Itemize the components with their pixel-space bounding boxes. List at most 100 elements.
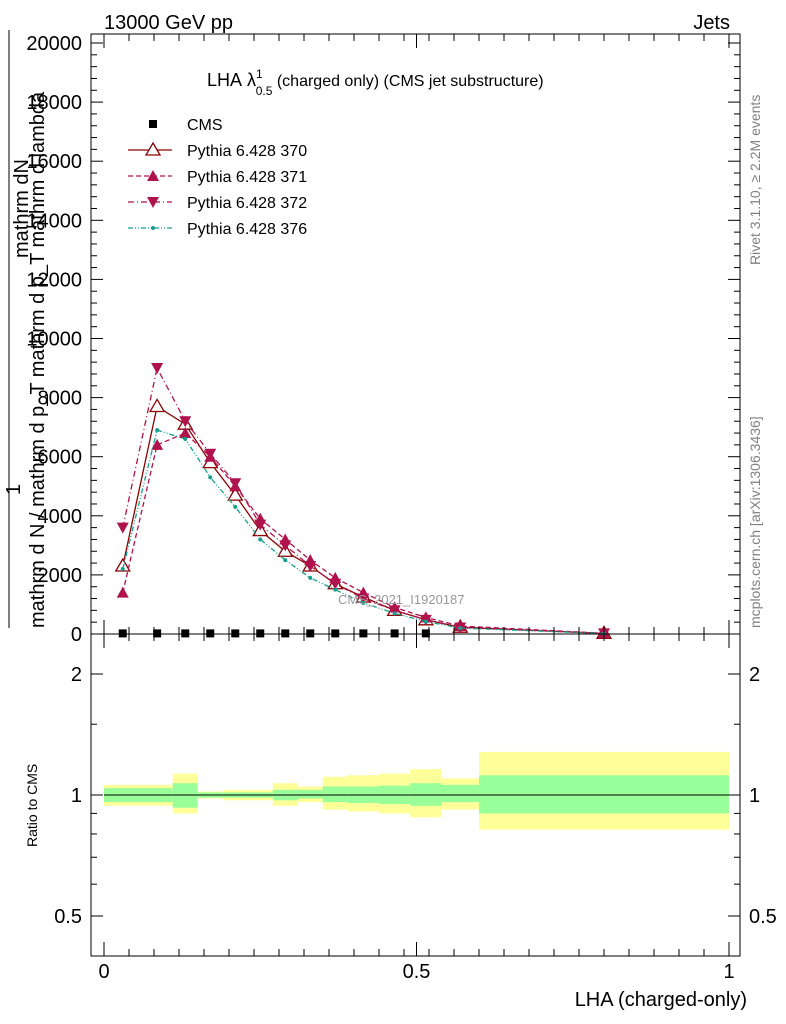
ratio-panel: 0.5 0.51 12 2 0 0.5 1 Ratio to CMS LHA (charg…: [24, 633, 777, 1011]
ratio-y-tick-label-right: 2: [749, 664, 760, 686]
pythia-372-point: [329, 578, 342, 590]
title-main: LHA: [207, 70, 242, 90]
pythia-370-point: [148, 398, 166, 413]
ratio-y-tick-label: 1: [71, 785, 82, 807]
pythia-376-point: [120, 566, 125, 571]
ratio-y-tick-label-right: 1: [749, 785, 760, 807]
main-y-tick-label: 0: [71, 624, 82, 646]
main-y-axis: 0 2000 4000 6000 8000 10000 12000 14000 16000 180…: [26, 33, 740, 646]
cms-data-point: [118, 629, 127, 638]
cms-data-point: [390, 629, 399, 638]
ratio-x-tick-label: 1: [723, 961, 734, 983]
main-y-tick-label: 4000: [38, 506, 83, 528]
header-left: 13000 GeV pp: [104, 12, 233, 34]
cms-data-point: [359, 629, 368, 638]
ratio-x-tick-label: 0.5: [403, 961, 431, 983]
pythia-370-point: [114, 557, 131, 572]
pythia-376-point: [151, 226, 155, 230]
pythia-376-point: [333, 587, 338, 592]
pythia-371-point: [179, 427, 192, 439]
cms-data-point: [281, 629, 290, 638]
plot-title: LHA λ1 0.5 (charged only) (CMS jet substru…: [207, 67, 544, 98]
pythia-376-point: [423, 619, 428, 624]
pythia-372-point: [304, 561, 317, 573]
main-y-tick-label: 2000: [38, 565, 83, 587]
cms-data-point: [421, 629, 430, 638]
ratio-inner-band: [322, 786, 348, 803]
pythia-372-point: [279, 540, 292, 552]
y-label-top: mathrm dN: [11, 159, 33, 258]
main-y-tick-label: 8000: [38, 388, 83, 410]
pythia-372-point: [254, 519, 267, 531]
main-y-tick-label: 10000: [26, 329, 82, 351]
pythia-376-point: [458, 626, 463, 631]
pythia-376-point: [183, 436, 188, 441]
mcplots-label: mcplots.cern.ch [arXiv:1306.3436]: [747, 416, 763, 628]
main-y-tick-label: 6000: [38, 447, 83, 469]
series-line-3: [122, 366, 605, 635]
cms-data-point: [331, 629, 340, 638]
main-y-tick-label: 18000: [26, 92, 82, 114]
ratio-inner-band: [479, 775, 729, 814]
title-symbol: λ: [247, 70, 256, 90]
pythia-370-point: [227, 486, 244, 501]
ratio-inner-band: [441, 784, 479, 803]
pythia-376-point: [361, 600, 366, 605]
title-sup: 1: [256, 67, 263, 81]
x-axis-label: LHA (charged-only): [575, 989, 747, 1011]
ratio-y-tick-label-right: 0.5: [749, 906, 777, 928]
ratio-x-axis: 0 0.5 1: [98, 634, 735, 983]
pythia-371-point: [147, 170, 159, 181]
main-y-tick-label: 16000: [26, 151, 82, 173]
main-y-tick-label: 14000: [26, 210, 82, 232]
pythia-372-point: [388, 605, 401, 617]
pythia-376-point: [308, 575, 313, 580]
ratio-y-tick-label: 2: [71, 664, 82, 686]
pythia-371-point: [116, 586, 129, 598]
pythia-376-point: [258, 537, 263, 542]
legend-entry-label: Pythia 6.428 371: [187, 169, 307, 186]
legend-entry-label: Pythia 6.428 372: [187, 195, 307, 212]
pythia-372-point: [147, 197, 159, 208]
pythia-376-point: [392, 611, 397, 616]
pythia-376-point: [283, 558, 288, 563]
pythia-370-point: [144, 141, 162, 156]
cms-data-point: [231, 629, 240, 638]
main-x-ticks: [103, 34, 730, 634]
main-panel: 0 2000 4000 6000 8000 10000 12000 14000 16000 180…: [3, 30, 741, 646]
legend-entry-label: CMS: [187, 117, 223, 134]
legend-entry-label: Pythia 6.428 376: [187, 221, 307, 238]
main-plot-area: [114, 363, 613, 640]
ratio-x-tick-label: 0: [98, 961, 109, 983]
watermark: CMS_2021_I1920187: [338, 592, 465, 607]
series-line-1: [122, 405, 605, 635]
legend: CMS Pythia 6.428 370 Pythia 6.428 371 Pythi…: [128, 117, 307, 238]
pythia-372-point: [204, 448, 217, 460]
pythia-372-point: [229, 478, 242, 490]
ratio-plot-area: [104, 751, 729, 830]
cms-data-point: [256, 629, 265, 638]
cms-data-point: [306, 629, 315, 638]
pythia-372-point: [151, 363, 164, 375]
pythia-372-point: [116, 522, 129, 534]
cms-data-point: [206, 629, 215, 638]
cms-data-point: [153, 629, 162, 638]
title-rest: (charged only) (CMS jet substructure): [272, 73, 543, 90]
main-y-tick-label: 12000: [26, 269, 82, 291]
pythia-371-point: [151, 438, 164, 450]
y-label-prefix: 1: [3, 484, 25, 495]
cms-data-point: [181, 629, 190, 638]
ratio-y-label: Ratio to CMS: [24, 764, 40, 847]
pythia-372-point: [179, 416, 192, 428]
series-line-4: [122, 429, 605, 635]
title-sub: 0.5: [256, 84, 273, 98]
ratio-inner-band: [297, 789, 323, 799]
pythia-376-point: [155, 428, 160, 433]
pythia-372-point: [357, 593, 370, 605]
y-label-bottom: mathrm d N / mathrm d p_T mathrm d p_T m…: [27, 91, 49, 628]
legend-entry-label: Pythia 6.428 370: [187, 143, 307, 160]
header-right: Jets: [693, 12, 730, 34]
ratio-y-tick-label: 0.5: [54, 906, 82, 928]
ratio-inner-band: [410, 783, 442, 806]
